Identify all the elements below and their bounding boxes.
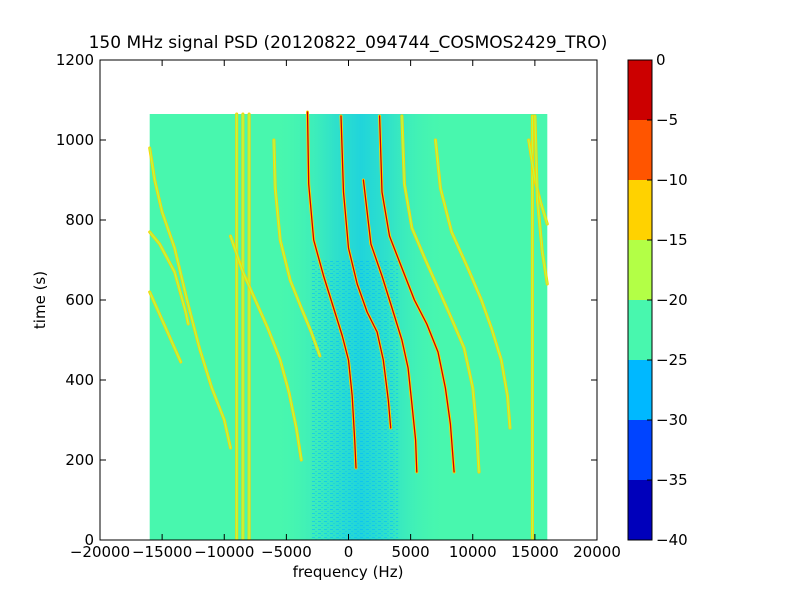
colorbar-tick-label: −35	[656, 471, 688, 489]
y-tick-label: 0	[84, 531, 94, 549]
colorbar-segment	[628, 120, 652, 180]
colorbar	[628, 60, 652, 540]
y-tick-label: 1200	[56, 51, 94, 69]
plot-area	[148, 110, 549, 540]
signal-trace-13	[400, 114, 481, 474]
colorbar-tick-label: −5	[656, 111, 678, 129]
signal-trace-11	[361, 178, 419, 474]
x-tick-label: 10000	[449, 543, 497, 561]
x-axis-label: frequency (Hz)	[293, 563, 404, 581]
y-axis-label: time (s)	[31, 271, 49, 329]
trace-core	[401, 115, 480, 473]
x-tick-label: −5000	[261, 543, 312, 561]
y-tick-label: 200	[65, 451, 94, 469]
trace-core	[306, 111, 357, 469]
colorbar-tick-label: −40	[656, 531, 688, 549]
signal-trace-14	[434, 138, 512, 430]
signal-trace-10	[339, 114, 393, 430]
chart-title: 150 MHz signal PSD (20120822_094744_COSM…	[89, 33, 608, 53]
signal-trace-8	[272, 138, 322, 358]
x-tick-label: 5000	[392, 543, 430, 561]
signal-trace-9	[306, 110, 358, 470]
noise-speckle	[311, 260, 399, 540]
y-tick-label: 1000	[56, 131, 94, 149]
signal-trace-2	[148, 230, 190, 326]
trace-core	[362, 179, 418, 473]
signal-trace-3	[148, 146, 232, 450]
colorbar-segment	[628, 240, 652, 300]
colorbar-tick-label: −20	[656, 291, 688, 309]
trace-core	[378, 115, 455, 473]
trace-core	[273, 139, 321, 357]
colorbar-segment	[628, 60, 652, 120]
y-tick-label: 600	[65, 291, 94, 309]
trace-core	[149, 291, 182, 363]
signal-traces	[148, 110, 549, 540]
x-tick-label: −15000	[132, 543, 192, 561]
colorbar-tick-label: −25	[656, 351, 688, 369]
y-tick-label: 800	[65, 211, 94, 229]
colorbar-segment	[628, 480, 652, 540]
x-tick-label: 15000	[511, 543, 559, 561]
x-tick-label: 20000	[573, 543, 621, 561]
colorbar-tick-label: −10	[656, 171, 688, 189]
trace-core	[149, 231, 189, 325]
signal-trace-12	[378, 114, 456, 474]
colorbar-segment	[628, 420, 652, 480]
colorbar-ticks: 0 −5 −10 −15 −20 −25 −30 −35 −40	[647, 51, 688, 549]
colorbar-frame	[627, 59, 653, 541]
signal-trace-7	[229, 234, 303, 462]
trace-core	[340, 115, 392, 429]
x-tick-label: 0	[344, 543, 354, 561]
trace-core	[229, 235, 302, 461]
colorbar-tick-label: −30	[656, 411, 688, 429]
y-axis-ticks: 0 200 400 600 800 1000 1200	[56, 51, 597, 549]
signal-trace-17	[533, 114, 549, 286]
signal-trace-1	[148, 290, 183, 364]
x-tick-label: −20000	[70, 543, 130, 561]
colorbar-segment	[628, 300, 652, 360]
trace-core	[534, 115, 548, 285]
x-axis-ticks: −20000 −15000 −10000 −5000 0 5000 10000 15000 20…	[70, 60, 621, 561]
y-tick-label: 400	[65, 371, 94, 389]
x-tick-label: −10000	[194, 543, 254, 561]
colorbar-tick-label: −15	[656, 231, 688, 249]
colorbar-segment	[628, 360, 652, 420]
colorbar-segment	[628, 180, 652, 240]
trace-core	[149, 147, 232, 449]
trace-core	[434, 139, 511, 429]
colorbar-tick-label: 0	[656, 51, 666, 69]
